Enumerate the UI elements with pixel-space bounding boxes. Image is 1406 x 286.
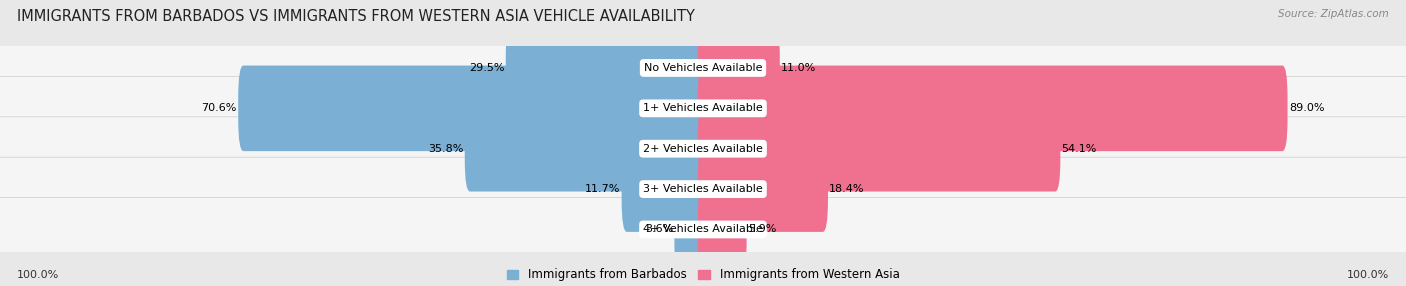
Text: 54.1%: 54.1% [1062, 144, 1097, 154]
Text: 11.0%: 11.0% [782, 63, 817, 73]
FancyBboxPatch shape [621, 146, 709, 232]
Text: 100.0%: 100.0% [1347, 270, 1389, 280]
FancyBboxPatch shape [697, 106, 1060, 192]
Legend: Immigrants from Barbados, Immigrants from Western Asia: Immigrants from Barbados, Immigrants fro… [502, 264, 904, 286]
FancyBboxPatch shape [697, 65, 1288, 151]
Text: 29.5%: 29.5% [470, 63, 505, 73]
Text: IMMIGRANTS FROM BARBADOS VS IMMIGRANTS FROM WESTERN ASIA VEHICLE AVAILABILITY: IMMIGRANTS FROM BARBADOS VS IMMIGRANTS F… [17, 9, 695, 23]
FancyBboxPatch shape [238, 65, 709, 151]
Text: 18.4%: 18.4% [830, 184, 865, 194]
FancyBboxPatch shape [0, 157, 1406, 221]
FancyBboxPatch shape [697, 187, 747, 272]
FancyBboxPatch shape [0, 117, 1406, 181]
Text: No Vehicles Available: No Vehicles Available [644, 63, 762, 73]
Text: 89.0%: 89.0% [1289, 103, 1324, 113]
Text: 3.6%: 3.6% [645, 225, 673, 235]
FancyBboxPatch shape [675, 187, 709, 272]
FancyBboxPatch shape [0, 198, 1406, 261]
FancyBboxPatch shape [697, 146, 828, 232]
Text: 5.9%: 5.9% [748, 225, 776, 235]
FancyBboxPatch shape [465, 106, 709, 192]
Text: 3+ Vehicles Available: 3+ Vehicles Available [643, 184, 763, 194]
Text: 35.8%: 35.8% [427, 144, 464, 154]
Text: 1+ Vehicles Available: 1+ Vehicles Available [643, 103, 763, 113]
FancyBboxPatch shape [0, 76, 1406, 140]
FancyBboxPatch shape [697, 25, 780, 111]
FancyBboxPatch shape [0, 36, 1406, 100]
Text: 70.6%: 70.6% [201, 103, 238, 113]
Text: Source: ZipAtlas.com: Source: ZipAtlas.com [1278, 9, 1389, 19]
Text: 4+ Vehicles Available: 4+ Vehicles Available [643, 225, 763, 235]
Text: 100.0%: 100.0% [17, 270, 59, 280]
FancyBboxPatch shape [506, 25, 709, 111]
Text: 2+ Vehicles Available: 2+ Vehicles Available [643, 144, 763, 154]
Text: 11.7%: 11.7% [585, 184, 620, 194]
